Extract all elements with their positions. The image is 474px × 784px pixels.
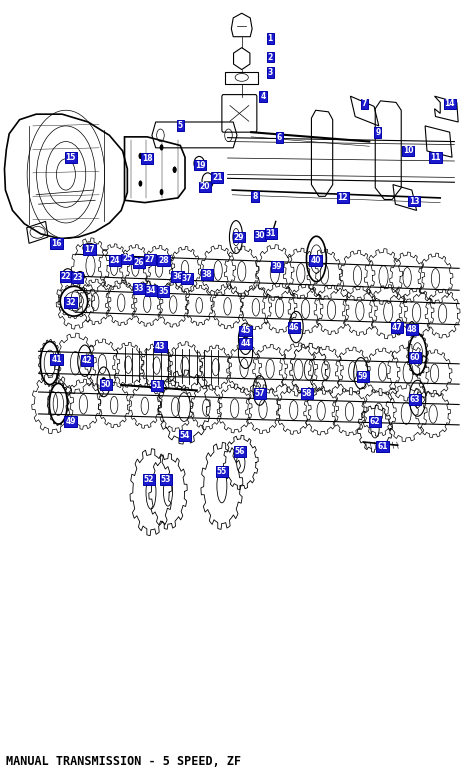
Text: 45: 45 [240, 326, 251, 336]
Text: 47: 47 [392, 323, 402, 332]
Text: 36: 36 [172, 272, 182, 281]
Text: 1: 1 [267, 34, 273, 43]
Text: 14: 14 [445, 100, 455, 108]
Text: 62: 62 [370, 417, 380, 426]
Text: 44: 44 [240, 339, 251, 348]
Text: 46: 46 [289, 323, 299, 332]
Text: 63: 63 [410, 395, 420, 405]
Text: 24: 24 [110, 256, 120, 265]
Text: 18: 18 [142, 154, 153, 163]
Text: 54: 54 [180, 431, 190, 441]
Text: 37: 37 [182, 274, 192, 283]
Text: 61: 61 [377, 442, 388, 452]
Text: 21: 21 [212, 173, 222, 182]
Text: 58: 58 [301, 389, 312, 398]
Text: 9: 9 [375, 128, 381, 136]
Text: 57: 57 [255, 389, 265, 398]
Text: 56: 56 [235, 447, 245, 456]
Text: 40: 40 [310, 256, 321, 265]
Text: 52: 52 [144, 475, 154, 485]
Circle shape [173, 167, 176, 172]
Text: 55: 55 [217, 467, 227, 477]
Text: 13: 13 [409, 197, 419, 205]
Circle shape [160, 144, 164, 151]
Text: 51: 51 [152, 381, 162, 390]
Text: 33: 33 [134, 284, 144, 293]
Text: 3: 3 [267, 68, 273, 77]
Text: 11: 11 [430, 153, 441, 162]
Text: 23: 23 [72, 274, 82, 282]
Text: 20: 20 [200, 183, 210, 191]
Text: 42: 42 [82, 356, 92, 365]
Text: 15: 15 [65, 153, 76, 162]
Text: 49: 49 [65, 417, 76, 426]
Text: 39: 39 [272, 263, 282, 271]
Text: 17: 17 [84, 245, 95, 254]
Text: 26: 26 [134, 258, 144, 267]
Text: 38: 38 [201, 270, 212, 279]
Text: 5: 5 [178, 122, 183, 130]
Text: 28: 28 [158, 256, 169, 265]
Circle shape [138, 180, 142, 187]
Text: 41: 41 [51, 354, 62, 364]
Text: 31: 31 [266, 230, 276, 238]
Text: 27: 27 [145, 256, 155, 264]
Text: 16: 16 [51, 239, 62, 248]
Text: 8: 8 [252, 192, 258, 201]
Text: 34: 34 [146, 285, 156, 295]
Circle shape [138, 153, 142, 159]
Text: 25: 25 [122, 255, 133, 263]
Text: 60: 60 [410, 353, 420, 362]
Text: 4: 4 [260, 92, 265, 100]
Text: 19: 19 [195, 161, 205, 169]
Text: 35: 35 [158, 287, 168, 296]
Text: 59: 59 [357, 372, 368, 381]
Circle shape [101, 377, 107, 387]
Text: 2: 2 [267, 53, 273, 61]
Text: 32: 32 [65, 298, 76, 307]
Text: 30: 30 [255, 231, 265, 240]
Text: 43: 43 [155, 342, 166, 351]
Circle shape [173, 167, 176, 172]
Text: 12: 12 [337, 194, 348, 202]
Text: MANUAL TRANSMISSION - 5 SPEED, ZF: MANUAL TRANSMISSION - 5 SPEED, ZF [6, 755, 241, 768]
Text: 22: 22 [61, 272, 71, 281]
Text: 10: 10 [403, 147, 413, 155]
Circle shape [160, 189, 164, 195]
Text: 6: 6 [277, 133, 282, 142]
Text: 7: 7 [362, 100, 367, 108]
Text: 53: 53 [161, 475, 171, 485]
Text: 29: 29 [234, 233, 244, 241]
Text: 50: 50 [100, 379, 111, 389]
Text: 48: 48 [407, 325, 417, 334]
